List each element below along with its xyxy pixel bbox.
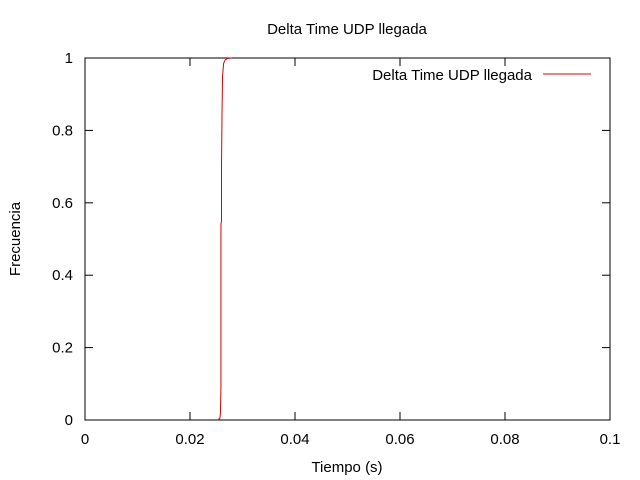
- plot-frame: [84, 57, 611, 421]
- chart-title: Delta Time UDP llegada: [267, 21, 427, 38]
- x-tick-label: 0.06: [385, 431, 414, 448]
- series-layer: [217, 57, 233, 421]
- y-tick-label: 0.6: [52, 195, 73, 212]
- y-tick-label: 0.4: [52, 267, 73, 284]
- x-tick-label: 0.1: [600, 431, 621, 448]
- y-axis-label: Frecuencia: [7, 201, 24, 276]
- y-tick-label: 0.2: [52, 340, 73, 357]
- series-line: [217, 57, 233, 421]
- x-axis-ticks: 0 0.02 0.04 0.06 0.08 0.1: [81, 58, 621, 448]
- y-tick-label: 0: [65, 412, 73, 429]
- x-tick-label: 0.02: [175, 431, 204, 448]
- x-tick-label: 0: [81, 431, 89, 448]
- x-tick-label: 0.04: [280, 431, 309, 448]
- y-axis-ticks: 0 0.2 0.4 0.6 0.8 1: [52, 50, 610, 429]
- legend-label: Delta Time UDP llegada: [372, 67, 532, 84]
- x-axis-label: Tiempo (s): [311, 459, 382, 476]
- legend: Delta Time UDP llegada: [372, 67, 591, 84]
- y-tick-label: 1: [65, 50, 73, 67]
- y-tick-label: 0.8: [52, 122, 73, 139]
- x-tick-label: 0.08: [490, 431, 519, 448]
